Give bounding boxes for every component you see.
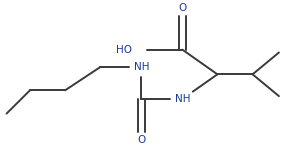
Text: HO: HO	[117, 45, 132, 55]
Text: O: O	[137, 135, 145, 145]
Text: O: O	[178, 3, 186, 13]
Text: NH: NH	[174, 94, 190, 104]
Text: NH: NH	[133, 62, 149, 72]
